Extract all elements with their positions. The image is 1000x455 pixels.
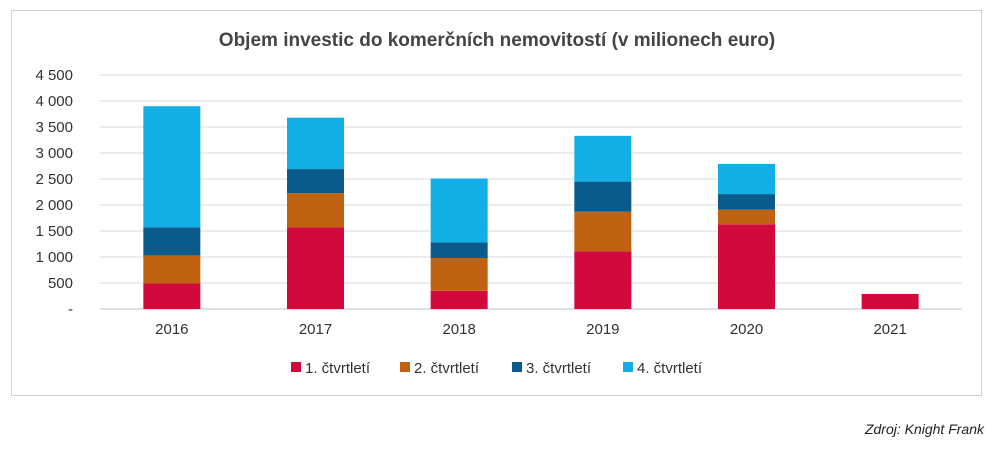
x-tick-label: 2016 — [155, 321, 188, 338]
y-tick-label: 1 000 — [35, 249, 73, 266]
chart-title: Objem investic do komerčních nemovitostí… — [219, 30, 775, 51]
bar-segment — [287, 227, 344, 309]
bar-segment — [430, 258, 488, 291]
legend-label: 4. čtvrtletí — [637, 360, 703, 377]
source-note: Zdroj: Knight Frank — [864, 421, 984, 437]
bar-segment — [574, 211, 632, 252]
y-tick-label: 1 500 — [35, 223, 73, 240]
bar-segment — [718, 194, 775, 210]
y-tick-label: 3 000 — [35, 145, 73, 162]
bar-segment — [574, 181, 632, 212]
legend: 1. čtvrtletí 2. čtvrtletí 3. čtvrtletí 4. č… — [291, 360, 703, 377]
y-tick-label: 4 000 — [35, 93, 73, 110]
y-tick-label: 3 500 — [35, 119, 73, 136]
gridlines — [100, 74, 962, 310]
bar-segment — [143, 106, 201, 228]
x-tick-label: 2018 — [442, 321, 475, 338]
bar-segment — [430, 290, 488, 309]
bar-segment — [718, 224, 775, 309]
bar-segment — [430, 242, 488, 259]
legend-label: 3. čtvrtletí — [526, 360, 592, 377]
bar-segment — [861, 293, 919, 309]
y-axis: - 500 1 000 1 500 2 000 2 500 3 000 3 500 4 000 4… — [35, 67, 73, 318]
legend-label: 1. čtvrtletí — [305, 360, 371, 377]
legend-label: 2. čtvrtletí — [414, 360, 480, 377]
bar-segment — [718, 163, 775, 195]
y-tick-label: - — [68, 301, 73, 318]
y-tick-label: 500 — [48, 275, 73, 292]
bar-segment — [143, 227, 201, 256]
y-tick-label: 2 500 — [35, 171, 73, 188]
bar-segment — [430, 178, 488, 243]
bar-segment — [287, 117, 344, 170]
x-tick-label: 2021 — [873, 321, 906, 338]
bar-segment — [574, 135, 632, 182]
x-axis: 2016 2017 2018 2019 2020 2021 — [155, 321, 907, 338]
x-tick-label: 2017 — [299, 321, 332, 338]
bar-segment — [574, 251, 632, 309]
bar-segment — [143, 255, 201, 284]
legend-swatch — [623, 362, 633, 372]
bars — [143, 106, 919, 309]
bar-segment — [143, 283, 201, 309]
bar-segment — [287, 169, 344, 194]
bar-segment — [287, 193, 344, 228]
y-tick-label: 2 000 — [35, 197, 73, 214]
legend-swatch — [291, 362, 301, 372]
legend-swatch — [512, 362, 522, 372]
x-tick-label: 2020 — [730, 321, 763, 338]
bar-segment — [718, 209, 775, 225]
legend-swatch — [400, 362, 410, 372]
y-tick-label: 4 500 — [35, 67, 73, 84]
x-tick-label: 2019 — [586, 321, 619, 338]
